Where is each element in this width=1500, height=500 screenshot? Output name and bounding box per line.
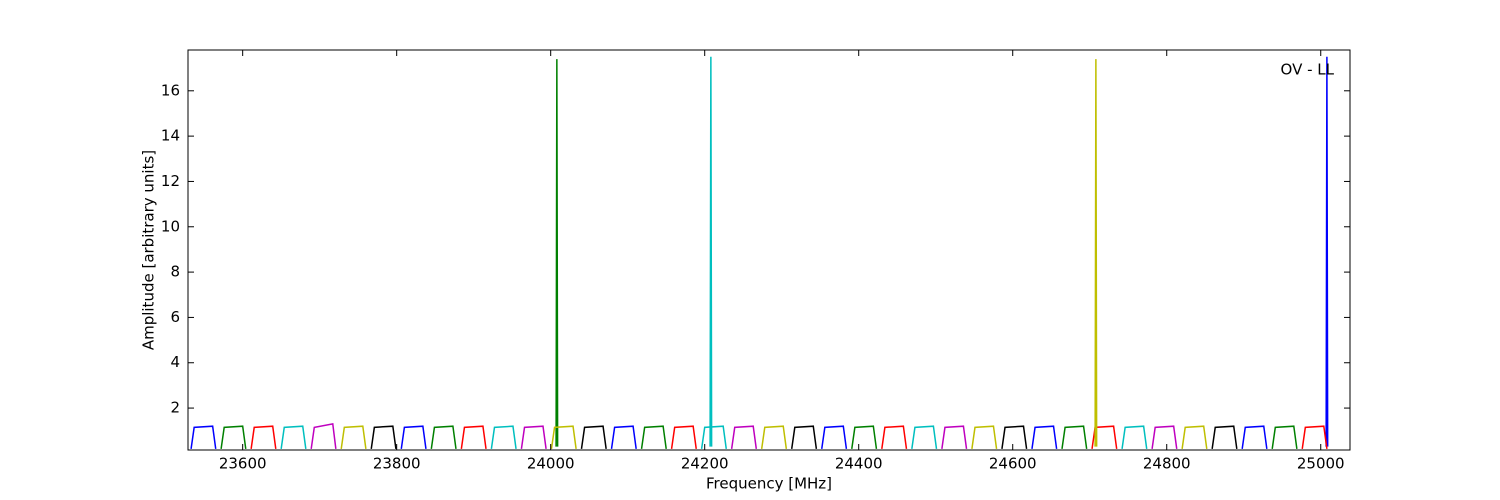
- y-tick-label: 8: [170, 263, 180, 281]
- plot-lines: [190, 56, 1329, 449]
- y-tick-label: 4: [170, 353, 180, 371]
- series-line: [400, 425, 427, 449]
- series-line: [851, 425, 878, 449]
- series-line: [250, 425, 277, 449]
- x-tick-label: 24400: [835, 455, 883, 473]
- series-line: [555, 59, 559, 447]
- x-tick-label: 25000: [1297, 455, 1345, 473]
- series-line: [1211, 425, 1238, 449]
- series-line: [700, 425, 728, 449]
- x-tick-label: 23800: [373, 455, 421, 473]
- y-axis-label: Amplitude [arbitrary units]: [140, 150, 158, 350]
- x-tick-label: 23600: [219, 455, 267, 473]
- series-line: [709, 56, 713, 447]
- y-tick-label: 2: [170, 399, 180, 417]
- series-line: [310, 423, 337, 449]
- series-line: [340, 425, 367, 449]
- plot-frame: [187, 49, 1351, 451]
- series-line: [430, 425, 457, 449]
- series-line: [490, 425, 517, 449]
- series-line: [1094, 59, 1098, 447]
- series-line: [370, 425, 397, 449]
- series-line: [610, 425, 637, 449]
- series-line: [460, 425, 487, 449]
- x-tick-label: 24200: [681, 455, 729, 473]
- series-line: [760, 425, 788, 449]
- series-line: [911, 425, 938, 449]
- series-line: [280, 425, 307, 449]
- series-line: [1241, 425, 1268, 449]
- series-line: [730, 425, 758, 449]
- series-line: [1001, 425, 1028, 449]
- series-line: [881, 425, 908, 449]
- x-tick-label: 24800: [1143, 455, 1191, 473]
- x-tick-label: 24000: [527, 455, 575, 473]
- y-tick-label: 16: [161, 81, 180, 99]
- series-line: [1151, 425, 1178, 449]
- series-line: [1121, 425, 1148, 449]
- series-line: [220, 425, 247, 449]
- series-line: [1061, 425, 1088, 449]
- x-tick-label: 24600: [989, 455, 1037, 473]
- annotation: OV - LL: [1281, 61, 1335, 79]
- series-line: [1031, 425, 1058, 449]
- y-tick-label: 10: [161, 217, 180, 235]
- series-line: [580, 425, 607, 449]
- y-tick-label: 6: [170, 308, 180, 326]
- series-line: [1271, 425, 1298, 449]
- series-line: [1181, 425, 1208, 449]
- x-axis-label: Frequency [MHz]: [706, 475, 832, 493]
- series-line: [520, 425, 547, 449]
- series-line: [1091, 425, 1118, 449]
- series-line: [1325, 56, 1329, 447]
- series-line: [971, 425, 998, 449]
- series-line: [790, 425, 818, 449]
- series-line: [821, 425, 848, 449]
- series-line: [1301, 425, 1328, 449]
- series-line: [550, 425, 577, 449]
- y-tick-label: 14: [161, 127, 180, 145]
- series-line: [670, 425, 697, 449]
- series-line: [190, 425, 217, 449]
- series-line: [640, 425, 667, 449]
- y-tick-label: 12: [161, 172, 180, 190]
- series-line: [941, 425, 968, 449]
